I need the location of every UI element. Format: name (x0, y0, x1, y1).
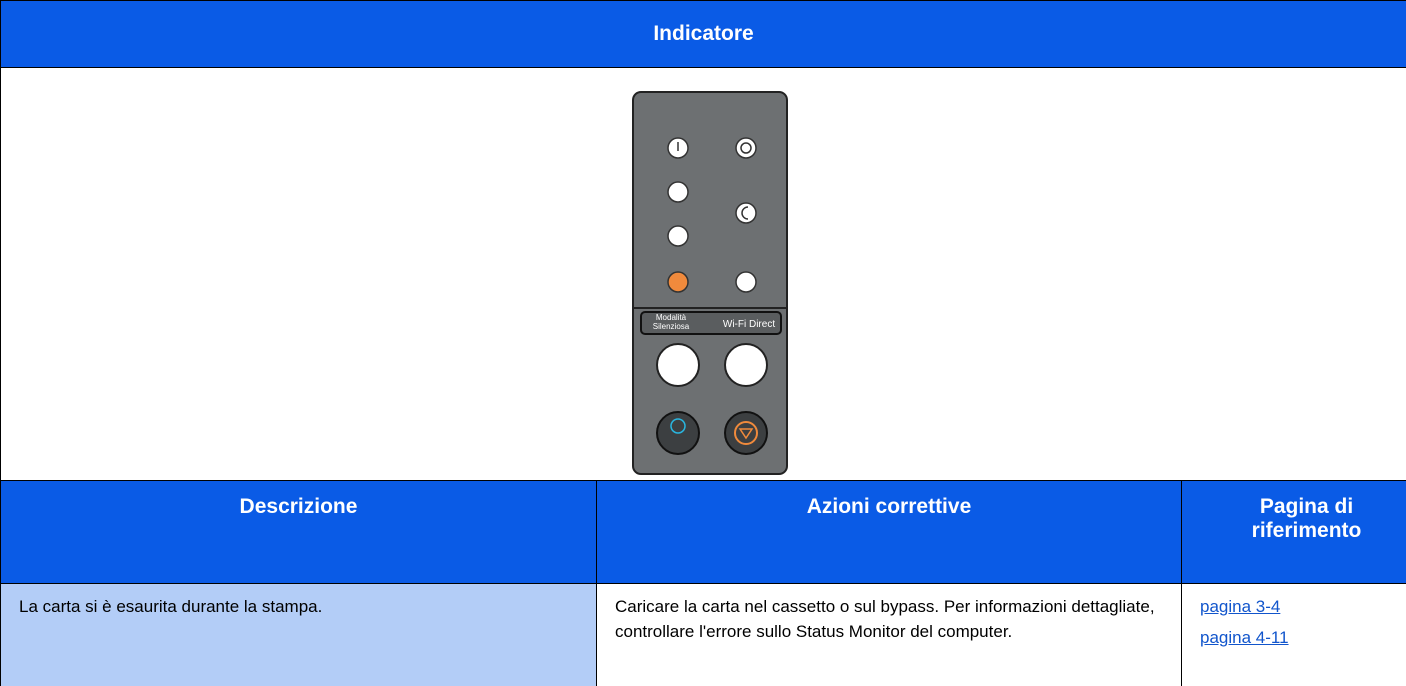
reference-cell: pagina 3-4 pagina 4-11 (1180, 583, 1406, 686)
quiet-mode-label: Modalità (656, 313, 687, 322)
description-cell: La carta si è esaurita durante la stampa… (0, 583, 597, 686)
wifi-direct-label: Wi-Fi Direct (723, 319, 775, 330)
column-header: Pagina di riferimento (1180, 480, 1406, 584)
quiet-mode-label: Silenziosa (653, 322, 690, 331)
column-header: Azioni correttive (596, 480, 1182, 584)
table-title: Indicatore (0, 0, 1406, 68)
column-header: Descrizione (0, 480, 597, 584)
action-cell: Caricare la carta nel cassetto o sul byp… (596, 583, 1182, 686)
control-panel: Modalità Silenziosa Wi-Fi Direct (632, 91, 788, 475)
image-cell: Modalità Silenziosa Wi-Fi Direct (0, 67, 1406, 481)
page-link[interactable]: pagina 4-11 (1200, 628, 1289, 647)
page-link[interactable]: pagina 3-4 (1200, 597, 1281, 616)
